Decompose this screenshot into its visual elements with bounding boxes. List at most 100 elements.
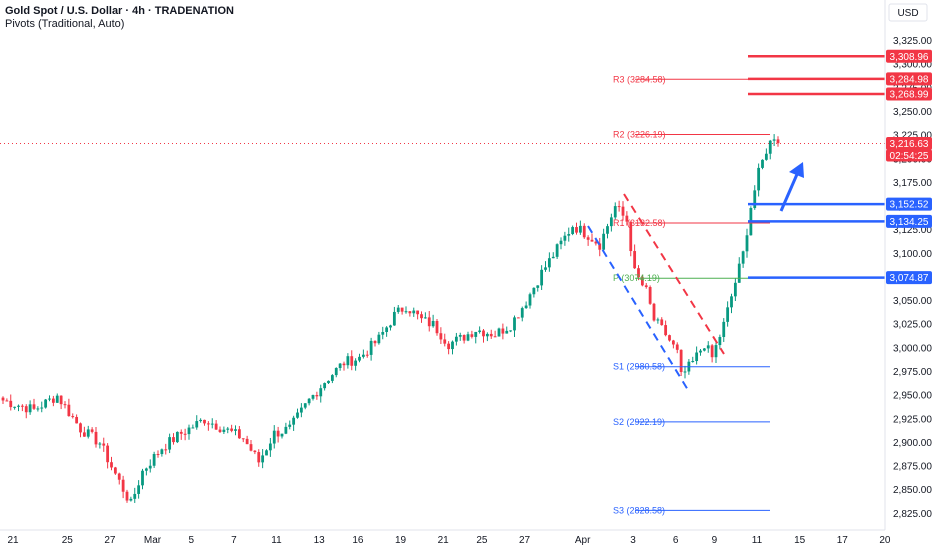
price-tick-label: 3,000.00 — [893, 343, 932, 354]
svg-text:3,308.96: 3,308.96 — [890, 52, 929, 63]
pivot-line: S1 (2980.58) — [613, 362, 770, 372]
candle — [369, 337, 373, 361]
candle — [598, 237, 602, 257]
price-tick-label: 3,225.00 — [893, 131, 932, 142]
candle — [629, 221, 633, 257]
candle — [637, 265, 640, 281]
candle — [509, 330, 513, 333]
candle — [234, 425, 237, 436]
price-tick-label: 3,025.00 — [893, 320, 932, 331]
candle — [40, 401, 44, 413]
candle — [187, 424, 191, 440]
candle — [307, 397, 311, 406]
candle — [586, 235, 590, 246]
time-tick-label: 19 — [395, 535, 407, 546]
candle — [489, 329, 493, 339]
candle — [296, 408, 299, 419]
time-tick-label: 5 — [188, 535, 194, 546]
candle — [257, 449, 261, 467]
candle — [129, 496, 133, 502]
projection-arrow-head — [789, 162, 804, 178]
candle — [493, 330, 497, 338]
candle — [559, 237, 563, 250]
candle — [67, 398, 71, 417]
candle — [28, 400, 32, 415]
drawings-layer — [587, 162, 804, 391]
candle — [741, 250, 745, 268]
price-tag: 3,074.87 — [886, 271, 932, 285]
pivot-label: R2 (3226.19) — [613, 130, 666, 140]
candle — [757, 163, 761, 197]
candle — [753, 185, 757, 210]
candle — [520, 306, 524, 322]
indicator-label: Pivots (Traditional, Auto) — [5, 18, 124, 30]
candle — [443, 333, 447, 347]
price-tag: 3,134.25 — [886, 214, 932, 228]
channel-upper-line — [623, 193, 725, 355]
time-tick-label: 13 — [314, 535, 326, 546]
candle — [249, 440, 253, 452]
candle — [338, 362, 342, 371]
candle — [179, 429, 183, 440]
candle — [144, 467, 148, 476]
candle — [315, 391, 319, 400]
candle — [141, 468, 144, 490]
candle — [24, 404, 28, 419]
candle — [772, 134, 776, 147]
candle — [505, 326, 509, 334]
candle — [175, 431, 179, 444]
candle — [98, 442, 102, 449]
candle — [761, 159, 764, 170]
candle — [733, 278, 737, 302]
candle — [218, 426, 222, 434]
candle — [51, 395, 55, 407]
candle — [737, 257, 741, 283]
candle — [420, 311, 423, 323]
candle — [327, 380, 330, 385]
candle — [214, 420, 218, 430]
candle — [392, 306, 396, 326]
currency-button[interactable]: USD — [888, 3, 928, 22]
candle — [416, 310, 420, 320]
candle — [439, 327, 443, 345]
candle — [714, 340, 718, 363]
candle — [532, 287, 536, 298]
candle — [400, 307, 404, 315]
candle — [625, 211, 629, 226]
time-tick-label: Apr — [575, 535, 591, 546]
candle — [578, 220, 582, 235]
candle — [447, 341, 451, 355]
candle — [381, 326, 385, 340]
candle — [699, 348, 702, 356]
candle — [113, 466, 117, 475]
price-tick-label: 3,050.00 — [893, 296, 932, 307]
candle — [652, 302, 656, 322]
candle — [691, 356, 695, 363]
time-tick-label: 11 — [752, 535, 763, 546]
svg-text:3,216.63: 3,216.63 — [890, 139, 929, 150]
candle — [36, 406, 40, 412]
candle — [702, 348, 706, 352]
time-tick-label: 21 — [438, 535, 450, 546]
candle — [513, 315, 516, 337]
price-tick-label: 3,125.00 — [893, 225, 932, 236]
candle — [358, 353, 361, 363]
time-tick-label: 20 — [879, 535, 891, 546]
candle — [245, 435, 249, 445]
candle — [125, 489, 129, 503]
candle — [385, 326, 389, 337]
price-tick-label: 2,900.00 — [893, 438, 932, 449]
time-axis: 21 25 27 Mar 5 7 11 13 16 19 21 25 27 Apr 3 6 9 11 15 17 20 — [7, 535, 890, 546]
candle — [373, 340, 377, 347]
level-lines-layer — [748, 55, 885, 279]
candle — [435, 318, 439, 336]
candle — [86, 425, 90, 439]
candle — [334, 367, 338, 378]
candle — [199, 418, 203, 423]
time-tick-label: 16 — [352, 535, 364, 546]
candle — [695, 346, 699, 365]
candle — [640, 274, 644, 287]
pivot-lines-layer: R3 (3284.58) R2 (3226.19) R1 (3132.58) P (3… — [613, 74, 770, 515]
